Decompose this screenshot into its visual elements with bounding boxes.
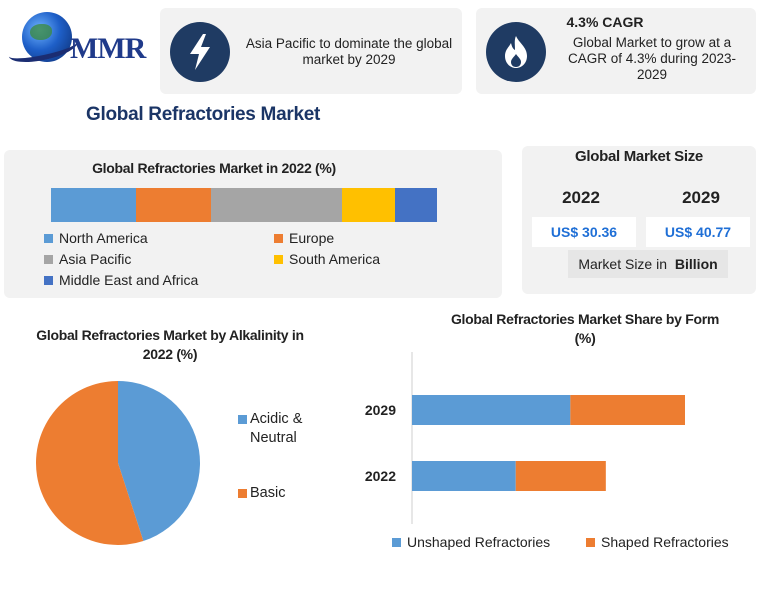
year-2029-label: 2029 <box>682 188 720 207</box>
legend-swatch <box>392 537 401 547</box>
market-size-2022-value: US$ 30.36 <box>532 217 636 247</box>
market-size-title: Global Market Size <box>575 148 703 165</box>
region-bar-segment <box>211 188 343 222</box>
form-legend: Unshaped Refractories Shaped Refractorie… <box>392 534 752 554</box>
legend-label: Acidic & Neutral <box>250 411 303 446</box>
legend-label: Basic <box>250 485 286 501</box>
pie-legend-item: Basic <box>238 484 330 503</box>
region-chart-card <box>4 150 502 298</box>
alkalinity-pie-chart <box>35 381 200 545</box>
form-bar-segment <box>412 461 516 491</box>
region-bar-segment <box>51 188 136 222</box>
mmr-logo: MMR <box>6 8 158 68</box>
form-bar-segment <box>570 395 685 425</box>
region-chart-title: Global Refractories Market in 2022 (%) <box>92 160 336 176</box>
legend-item: Asia Pacific <box>44 251 131 267</box>
form-bar-segment <box>412 395 571 425</box>
cagr-heading: 4.3% CAGR <box>566 14 644 30</box>
region-stacked-bar <box>51 188 437 222</box>
legend-swatch <box>238 415 247 424</box>
region-bar-segment <box>394 188 437 222</box>
alkalinity-chart-title: Global Refractories Market by Alkalinity… <box>36 327 304 362</box>
market-size-unit-note: Market Size in Billion <box>568 250 728 278</box>
legend-item: Unshaped Refractories <box>392 534 550 550</box>
legend-swatch <box>274 254 283 264</box>
globe-icon <box>22 12 72 62</box>
legend-label: Asia Pacific <box>59 251 132 267</box>
logo-text: MMR <box>70 32 146 65</box>
legend-swatch <box>274 233 283 243</box>
pie-slice <box>35 381 144 545</box>
legend-swatch <box>44 254 53 264</box>
market-size-2029-value: US$ 40.77 <box>646 217 750 247</box>
category-label: 2029 <box>365 402 396 418</box>
legend-label: South America <box>289 251 381 267</box>
info-card-text: Global Market to grow at a CAGR of 4.3% … <box>567 35 737 82</box>
unit-note-unit: Billion <box>674 256 718 272</box>
legend-swatch <box>238 489 247 498</box>
legend-label: Middle East and Africa <box>59 272 199 288</box>
page-title: Global Refractories Market <box>86 104 321 125</box>
year-2022-label: 2022 <box>562 188 600 207</box>
legend-item: North America <box>44 230 148 246</box>
category-label: 2022 <box>365 468 396 484</box>
legend-swatch <box>44 275 53 285</box>
pie-slice <box>118 381 200 541</box>
info-card-text: Asia Pacific to dominate the global mark… <box>245 36 453 67</box>
lightning-icon <box>170 22 230 82</box>
legend-item: Middle East and Africa <box>44 272 198 288</box>
legend-label: Unshaped Refractories <box>407 534 551 550</box>
form-stacked-bar-chart: 2029 2022 <box>365 352 685 524</box>
legend-swatch <box>44 233 53 243</box>
legend-label: Shaped Refractories <box>601 534 729 550</box>
form-bar-segment <box>515 461 606 491</box>
unit-note-prefix: Market Size in <box>578 256 671 272</box>
legend-item: South America <box>274 251 380 267</box>
region-bar-segment <box>342 188 395 222</box>
legend-swatch <box>586 537 595 547</box>
flame-icon <box>486 22 546 82</box>
info-card-asia-pacific: Asia Pacific to dominate the global mark… <box>160 8 462 94</box>
pie-legend-item: Acidic & Neutral <box>238 410 330 448</box>
region-bar-segment <box>135 188 212 222</box>
info-card-cagr: 4.3% CAGR Global Market to grow at a CAG… <box>476 8 756 94</box>
legend-item: Shaped Refractories <box>586 534 729 550</box>
form-chart-title: Global Refractories Market Share by Form… <box>450 311 720 346</box>
legend-label: North America <box>59 230 148 246</box>
legend-item: Europe <box>274 230 334 246</box>
legend-label: Europe <box>289 230 335 246</box>
